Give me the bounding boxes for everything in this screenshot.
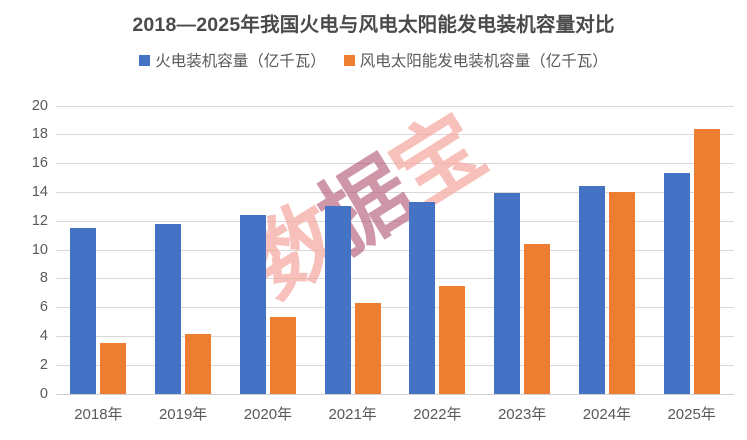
- bar-renewable[interactable]: [269, 317, 296, 394]
- bar-group: [395, 106, 480, 394]
- x-axis-tick-label: 2024年: [582, 406, 632, 423]
- y-axis-tick-label: 14: [31, 183, 48, 200]
- bar-thermal[interactable]: [239, 214, 266, 394]
- y-axis-tick-label: 6: [39, 298, 48, 315]
- legend-swatch-thermal: [139, 54, 151, 66]
- bar-thermal[interactable]: [663, 173, 690, 394]
- bar-group: [480, 106, 565, 394]
- y-axis-tick-label: 2: [39, 356, 48, 373]
- bar-renewable[interactable]: [439, 285, 466, 394]
- gridline: [56, 105, 734, 107]
- bar-thermal[interactable]: [70, 227, 97, 394]
- gridline: [56, 335, 734, 337]
- x-axis-tick-label: 2018年: [74, 406, 123, 423]
- legend-item-renewable[interactable]: 风电太阳能发电装机容量（亿千瓦）: [343, 49, 608, 71]
- gridlines: [56, 105, 734, 395]
- gridline: [56, 163, 734, 165]
- y-axis-tick-label: 20: [31, 97, 48, 114]
- gridline: [56, 364, 734, 366]
- x-axis-tick-label: 2025年: [667, 406, 716, 423]
- bar-renewable[interactable]: [524, 243, 551, 394]
- bar-group: [56, 106, 141, 394]
- bars-layer: [56, 106, 734, 394]
- legend-label-renewable: 风电太阳能发电装机容量（亿千瓦）: [359, 53, 608, 70]
- y-axis-tick-label: 8: [39, 270, 48, 287]
- y-axis-tick-label: 0: [39, 385, 48, 402]
- bar-thermal[interactable]: [324, 206, 351, 394]
- bar-thermal[interactable]: [155, 223, 182, 394]
- bar-renewable[interactable]: [693, 128, 720, 394]
- bar-thermal[interactable]: [494, 193, 521, 394]
- gridline: [56, 220, 734, 222]
- y-axis-tick-label: 16: [31, 154, 48, 171]
- x-axis-tick-label: 2019年: [158, 406, 208, 423]
- y-axis-tick-label: 12: [31, 212, 48, 229]
- x-axis: 2018年 2019年 2020年 2021年 2022年 2023年 2024年 2025年: [56, 403, 734, 433]
- x-axis-tick-label: 2023年: [497, 406, 547, 423]
- gridline: [56, 249, 734, 251]
- legend-item-thermal[interactable]: 火电装机容量（亿千瓦）: [139, 49, 326, 71]
- chart-legend: 火电装机容量（亿千瓦） 风电太阳能发电装机容量（亿千瓦）: [0, 49, 747, 71]
- bar-thermal[interactable]: [578, 186, 605, 394]
- gridline: [56, 191, 734, 193]
- bar-renewable[interactable]: [100, 343, 127, 394]
- bar-group: [649, 106, 734, 394]
- gridline: [56, 278, 734, 280]
- y-axis-tick-label: 4: [39, 327, 48, 344]
- bar-renewable[interactable]: [354, 302, 381, 394]
- bar-renewable[interactable]: [185, 334, 212, 394]
- bar-thermal[interactable]: [409, 201, 436, 394]
- legend-swatch-renewable: [343, 54, 355, 66]
- legend-label-thermal: 火电装机容量（亿千瓦）: [155, 53, 326, 70]
- axis-baseline: [56, 393, 734, 395]
- bar-group: [310, 106, 395, 394]
- gridline: [56, 307, 734, 309]
- chart-title: 2018—2025年我国火电与风电太阳能发电装机容量对比: [132, 14, 615, 36]
- bar-group: [565, 106, 650, 394]
- bar-group: [226, 106, 311, 394]
- x-axis-tick-label: 2021年: [328, 406, 377, 423]
- x-axis-tick-label: 2022年: [413, 406, 462, 423]
- y-axis: 20 18 16 14 12 10 8 6 4 2 0: [14, 96, 48, 400]
- y-axis-tick-label: 10: [31, 241, 48, 258]
- y-axis-tick-label: 18: [31, 126, 48, 143]
- bar-renewable[interactable]: [608, 191, 635, 394]
- x-axis-tick-label: 2020年: [243, 406, 293, 423]
- gridline: [56, 134, 734, 136]
- bar-group: [141, 106, 226, 394]
